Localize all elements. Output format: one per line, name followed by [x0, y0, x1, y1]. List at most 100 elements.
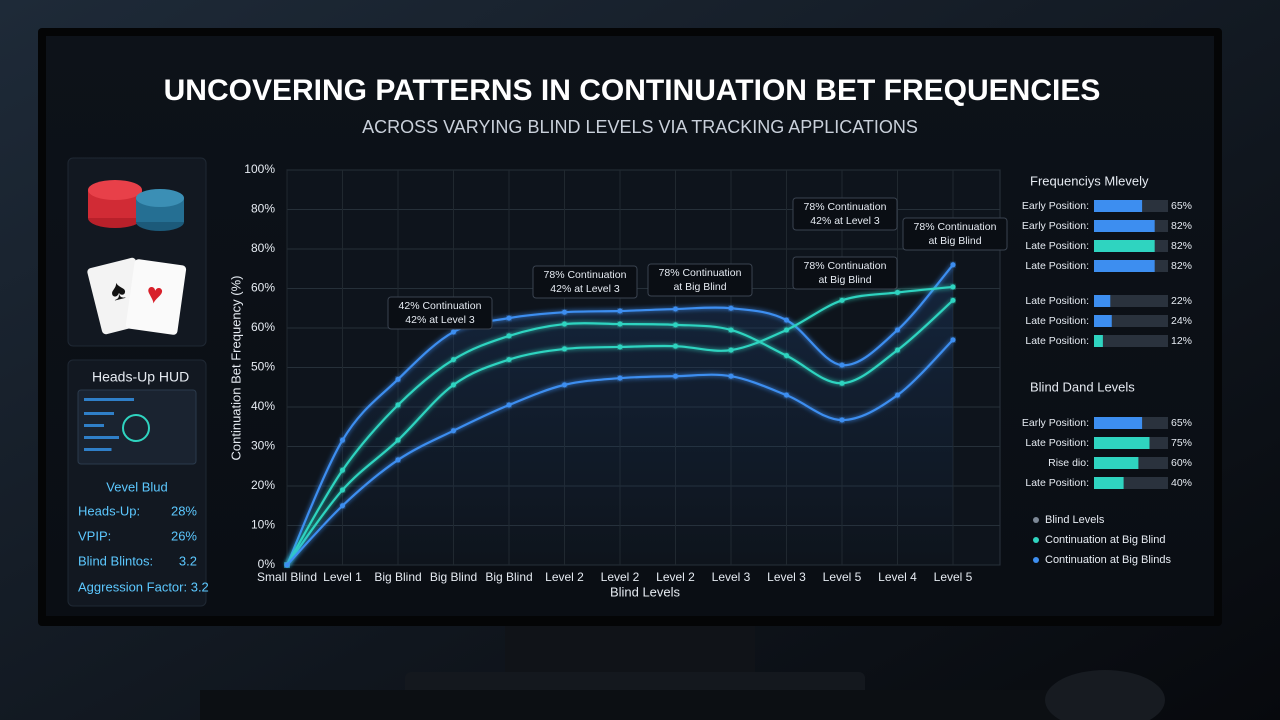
- data-point: [728, 347, 734, 353]
- data-point: [617, 321, 623, 327]
- row-value: 82%: [1171, 220, 1192, 232]
- y-tick-label: 30%: [251, 439, 275, 453]
- row-label: Early Position:: [1022, 417, 1089, 429]
- data-point: [506, 315, 512, 321]
- data-point: [728, 327, 734, 333]
- bar: [1094, 240, 1155, 252]
- row-label: Late Position:: [1025, 477, 1089, 489]
- data-point: [506, 402, 512, 408]
- bar: [1094, 295, 1111, 307]
- x-tick-label: Level 4: [878, 570, 917, 584]
- left-panel: Heads-Up HUD Vevel Blud Aggression Facto…: [78, 369, 209, 595]
- x-tick-label: Level 5: [823, 570, 862, 584]
- y-tick-label: 0%: [258, 557, 276, 571]
- y-tick-label: 80%: [251, 241, 275, 255]
- hud-row-label: VPIP:: [78, 528, 111, 543]
- row-label: Late Position:: [1025, 240, 1089, 252]
- data-point: [340, 467, 345, 473]
- annotation-text: 42% at Level 3: [550, 283, 620, 295]
- data-point: [950, 337, 956, 343]
- data-point: [451, 382, 456, 388]
- annotation-text: 78% Continuation: [804, 260, 887, 272]
- annotation-text: 78% Continuation: [804, 201, 887, 213]
- hud-footer: Aggression Factor: 3.2: [78, 579, 209, 594]
- y-tick-label: 40%: [251, 399, 275, 413]
- row-value: 12%: [1171, 335, 1192, 347]
- area: [287, 264, 953, 565]
- y-tick-label: 10%: [251, 518, 275, 532]
- data-point: [562, 346, 567, 352]
- data-point: [617, 308, 623, 314]
- hud-subtitle: Vevel Blud: [106, 479, 167, 494]
- bar: [1094, 457, 1139, 469]
- data-point: [728, 373, 734, 379]
- bar: [1094, 220, 1155, 232]
- hud-title: Heads-Up HUD: [92, 369, 189, 385]
- legend-swatch: [1033, 517, 1039, 523]
- data-point: [395, 457, 401, 463]
- row-value: 40%: [1171, 477, 1192, 489]
- row-value: 82%: [1171, 240, 1192, 252]
- row-value: 75%: [1171, 437, 1192, 449]
- row-label: Early Position:: [1022, 200, 1089, 212]
- data-point: [673, 373, 678, 379]
- annotation-box: [902, 217, 1008, 251]
- data-point: [784, 353, 789, 359]
- row-label: Late Position:: [1025, 295, 1089, 307]
- data-point: [395, 376, 401, 382]
- annotation-text: 42% at Level 3: [405, 314, 475, 326]
- data-point: [451, 329, 456, 335]
- legend-label: Continuation at Big Blinds: [1045, 554, 1171, 566]
- data-point: [617, 344, 623, 350]
- hud-row-label: Heads-Up:: [78, 503, 140, 518]
- x-tick-label: Small Blind: [257, 570, 317, 584]
- bar: [1094, 417, 1143, 429]
- y-axis-label: Continuation Bet Frequency (%): [228, 276, 243, 461]
- y-tick-label: 20%: [251, 478, 275, 492]
- svg-text:♥: ♥: [144, 277, 165, 310]
- annotation-box: [532, 265, 638, 299]
- legend-label: Blind Levels: [1045, 514, 1105, 526]
- x-tick-label: Level 5: [934, 570, 973, 584]
- hud-row-value: 26%: [171, 528, 197, 543]
- data-point: [784, 392, 789, 398]
- annotation-text: 78% Continuation: [659, 267, 742, 279]
- data-point: [395, 402, 401, 408]
- annotation-text: 42% at Level 3: [810, 215, 880, 227]
- data-point: [895, 289, 900, 295]
- hud-row-label: Blind Blintos:: [78, 553, 153, 568]
- annotation-box: [792, 197, 898, 231]
- annotation-text: 42% Continuation: [399, 300, 482, 312]
- data-point: [950, 297, 956, 303]
- row-value: 65%: [1171, 200, 1192, 212]
- bar-track: [1094, 335, 1168, 347]
- y-tick-label: 60%: [251, 320, 275, 334]
- data-point: [839, 417, 845, 423]
- y-tick-label: 100%: [244, 162, 275, 176]
- hud-line: [84, 412, 114, 415]
- data-point: [673, 306, 678, 312]
- data-point: [284, 562, 290, 568]
- annotation-box: [792, 256, 898, 290]
- data-point: [451, 428, 456, 434]
- bar: [1094, 477, 1124, 489]
- side-heading: Blind Dand Levels: [1030, 379, 1135, 394]
- legend-label: Continuation at Big Blind: [1045, 534, 1165, 546]
- annotation-box: [647, 263, 753, 297]
- row-label: Late Position:: [1025, 335, 1089, 347]
- data-point: [340, 437, 345, 443]
- side-heading: Frequenciys Mlevely: [1030, 173, 1149, 188]
- data-point: [950, 262, 956, 268]
- data-point: [895, 347, 900, 353]
- legend-swatch: [1033, 537, 1039, 543]
- x-tick-label: Level 2: [545, 570, 584, 584]
- annotation-text: 78% Continuation: [914, 221, 997, 233]
- title: UNCOVERING PATTERNS IN CONTINUATION BET …: [164, 74, 1101, 107]
- row-label: Rise dio:: [1048, 457, 1089, 469]
- row-value: 24%: [1171, 315, 1192, 327]
- hud-gauge: [122, 414, 150, 442]
- hud-line: [84, 398, 134, 401]
- data-point: [784, 327, 789, 333]
- data-point: [673, 322, 678, 328]
